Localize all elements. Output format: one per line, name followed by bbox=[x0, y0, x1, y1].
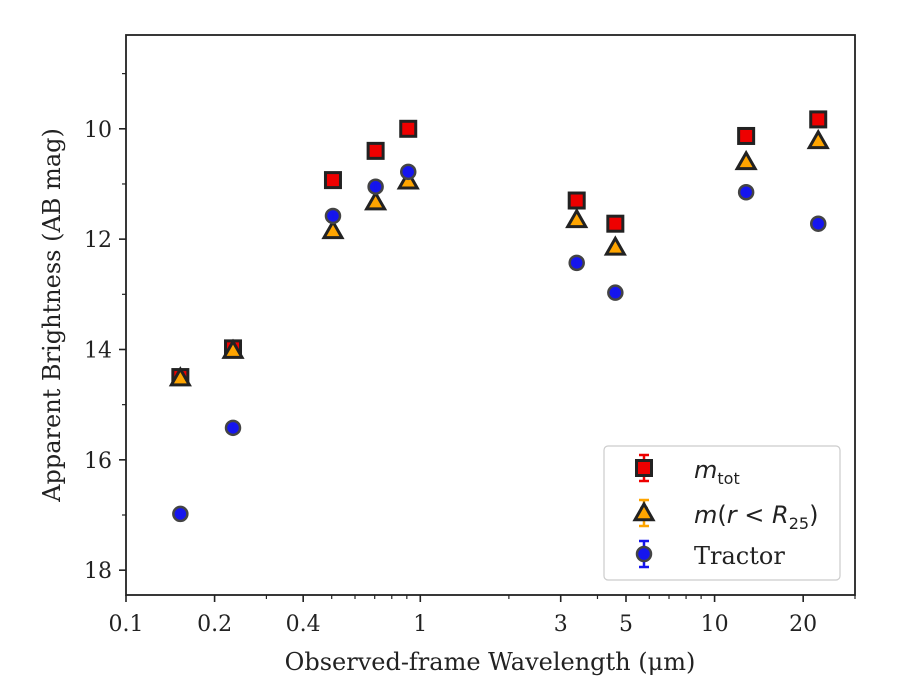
x-tick-label: 3 bbox=[554, 612, 568, 637]
x-tick-label: 5 bbox=[619, 612, 633, 637]
legend-label: Tractor bbox=[694, 542, 785, 570]
legend-marker bbox=[635, 459, 653, 477]
legend-label: mtot bbox=[694, 456, 740, 488]
y-axis-label: Apparent Brightness (AB mag) bbox=[38, 128, 66, 503]
legend-label: m(r < R25) bbox=[694, 501, 818, 533]
legend-marker bbox=[635, 545, 653, 563]
y-tick-label: 14 bbox=[84, 338, 112, 363]
x-tick-label: 0.1 bbox=[109, 612, 144, 637]
y-tick-label: 10 bbox=[84, 118, 112, 143]
x-tick-label: 20 bbox=[789, 612, 817, 637]
legend-items: mtot m(r < R25) Tractor bbox=[632, 453, 818, 570]
y-tick-label: 18 bbox=[84, 559, 112, 584]
data-points bbox=[168, 110, 830, 523]
x-axis: 0.1 0.2 0.4 1 3 5 10 20 bbox=[109, 595, 856, 637]
x-tick-label: 0.4 bbox=[286, 612, 321, 637]
x-tick-label: 10 bbox=[701, 612, 729, 637]
x-axis-label: Observed-frame Wavelength (μm) bbox=[285, 648, 696, 676]
x-tick-label: 0.2 bbox=[197, 612, 232, 637]
y-tick-label: 12 bbox=[84, 228, 112, 253]
y-tick-label: 16 bbox=[84, 449, 112, 474]
x-tick-label: 1 bbox=[413, 612, 427, 637]
legend-box bbox=[603, 445, 841, 581]
y-axis: 10 12 14 16 18 bbox=[84, 73, 126, 584]
legend: mtot m(r < R25) Tractor bbox=[603, 445, 841, 581]
legend-marker bbox=[632, 500, 656, 522]
